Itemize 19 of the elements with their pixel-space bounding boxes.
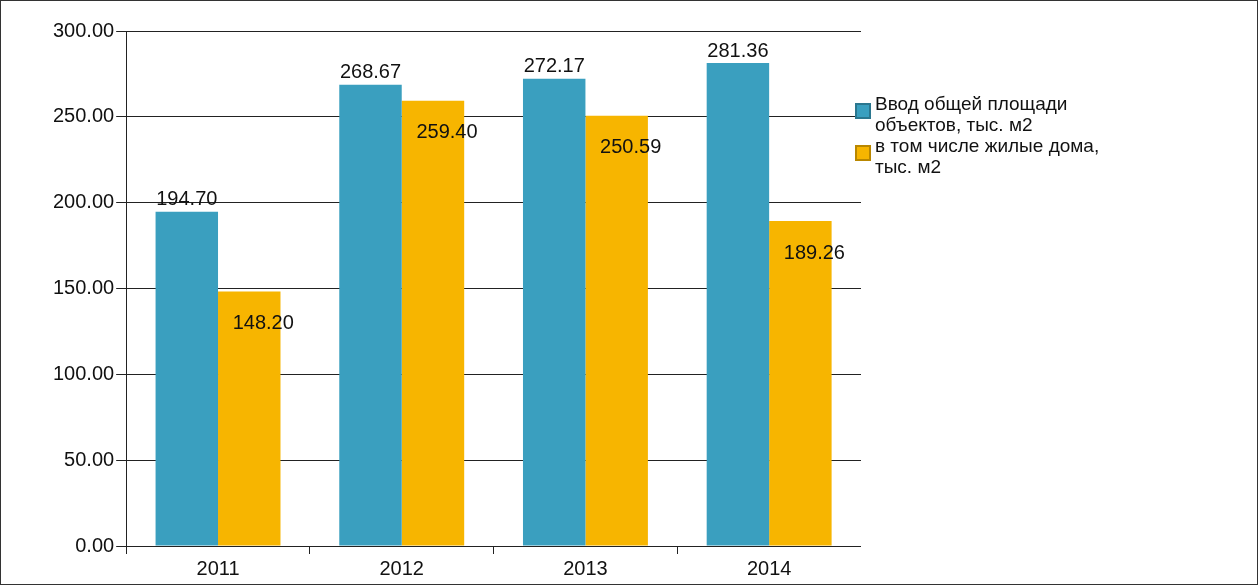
x-tick-label: 2014 <box>746 556 792 579</box>
y-tick-label: 250.00 <box>53 104 115 127</box>
data-label: 281.36 <box>707 38 769 61</box>
legend-label: в том числе жилые дома, тыс. м2 <box>875 135 1101 177</box>
bar <box>706 63 770 546</box>
data-label: 272.17 <box>523 54 585 77</box>
y-tick-label: 50.00 <box>64 447 115 470</box>
bar <box>339 84 402 546</box>
x-tick-label: 2011 <box>196 556 240 579</box>
y-tick-label: 300.00 <box>53 18 115 41</box>
bar <box>155 211 219 546</box>
x-tick-label: 2012 <box>379 556 424 579</box>
y-tick-label: 100.00 <box>53 361 115 384</box>
x-tick-label: 2013 <box>563 556 608 579</box>
bar <box>522 78 586 546</box>
y-tick-label: 200.00 <box>53 190 115 213</box>
y-tick-label: 0.00 <box>75 533 115 556</box>
data-label: 268.67 <box>339 60 402 83</box>
y-tick-label: 150.00 <box>53 276 115 299</box>
